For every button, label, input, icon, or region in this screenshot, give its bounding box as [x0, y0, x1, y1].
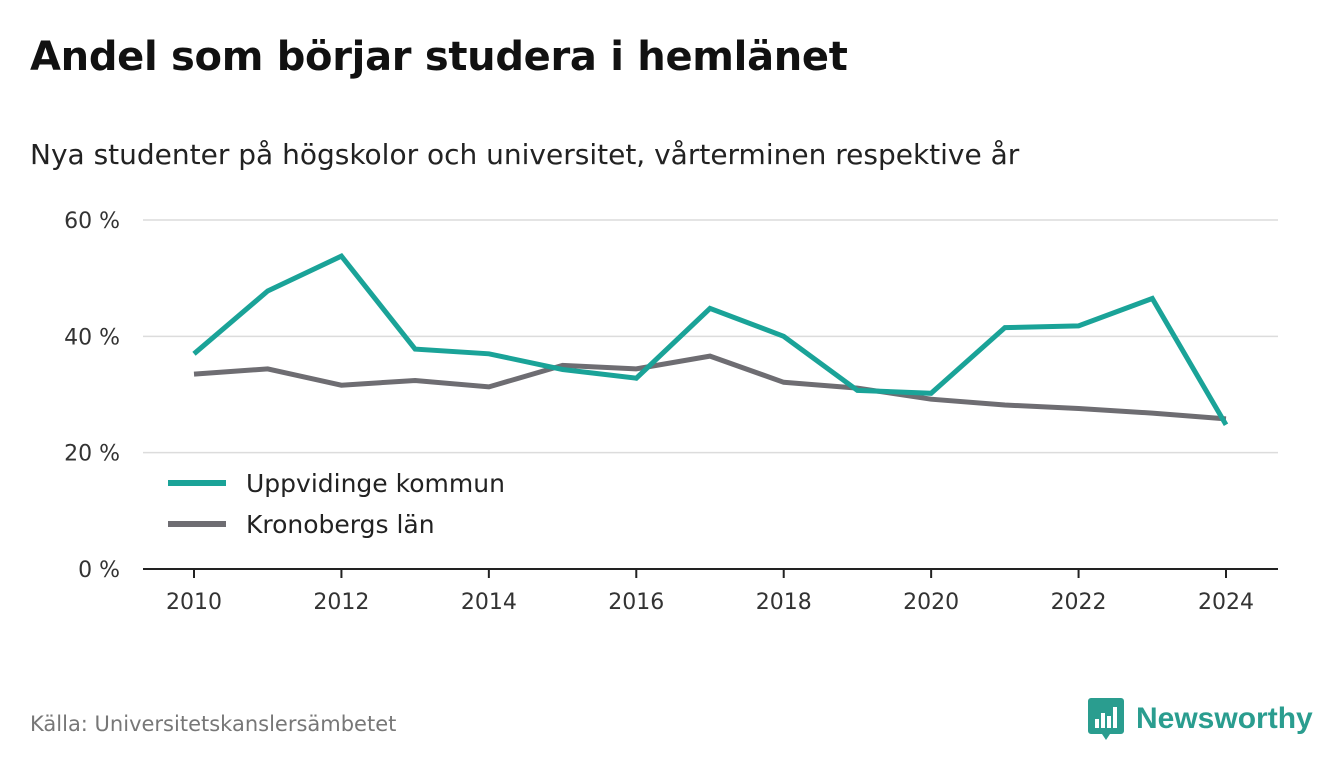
- y-tick-label: 60 %: [64, 209, 120, 234]
- x-tick-label: 2014: [461, 590, 517, 615]
- y-tick-label: 40 %: [64, 325, 120, 350]
- brand-logo: Newsworthy: [1088, 698, 1313, 740]
- x-tick-label: 2016: [608, 590, 664, 615]
- series-line-kronobergs-län: [193, 353, 1227, 422]
- chart-subtitle: Nya studenter på högskolor och universit…: [30, 138, 1020, 171]
- x-tick-label: 2024: [1198, 590, 1254, 615]
- x-tick-label: 2020: [903, 590, 959, 615]
- newsworthy-logo-icon: [1088, 698, 1124, 740]
- source-note: Källa: Universitetskanslersämbetet: [30, 712, 397, 736]
- y-tick-label: 0 %: [78, 558, 120, 583]
- x-tick-label: 2012: [313, 590, 369, 615]
- y-tick-label: 20 %: [64, 442, 120, 467]
- x-tick-label: 2018: [756, 590, 812, 615]
- brand-name: Newsworthy: [1136, 702, 1313, 735]
- legend-label: Kronobergs län: [246, 510, 435, 539]
- legend-label: Uppvidinge kommun: [246, 469, 505, 498]
- x-tick-label: 2022: [1051, 590, 1107, 615]
- series-line-uppvidinge-kommun: [192, 252, 1229, 426]
- x-tick-label: 2010: [166, 590, 222, 615]
- chart-title: Andel som börjar studera i hemlänet: [30, 34, 848, 80]
